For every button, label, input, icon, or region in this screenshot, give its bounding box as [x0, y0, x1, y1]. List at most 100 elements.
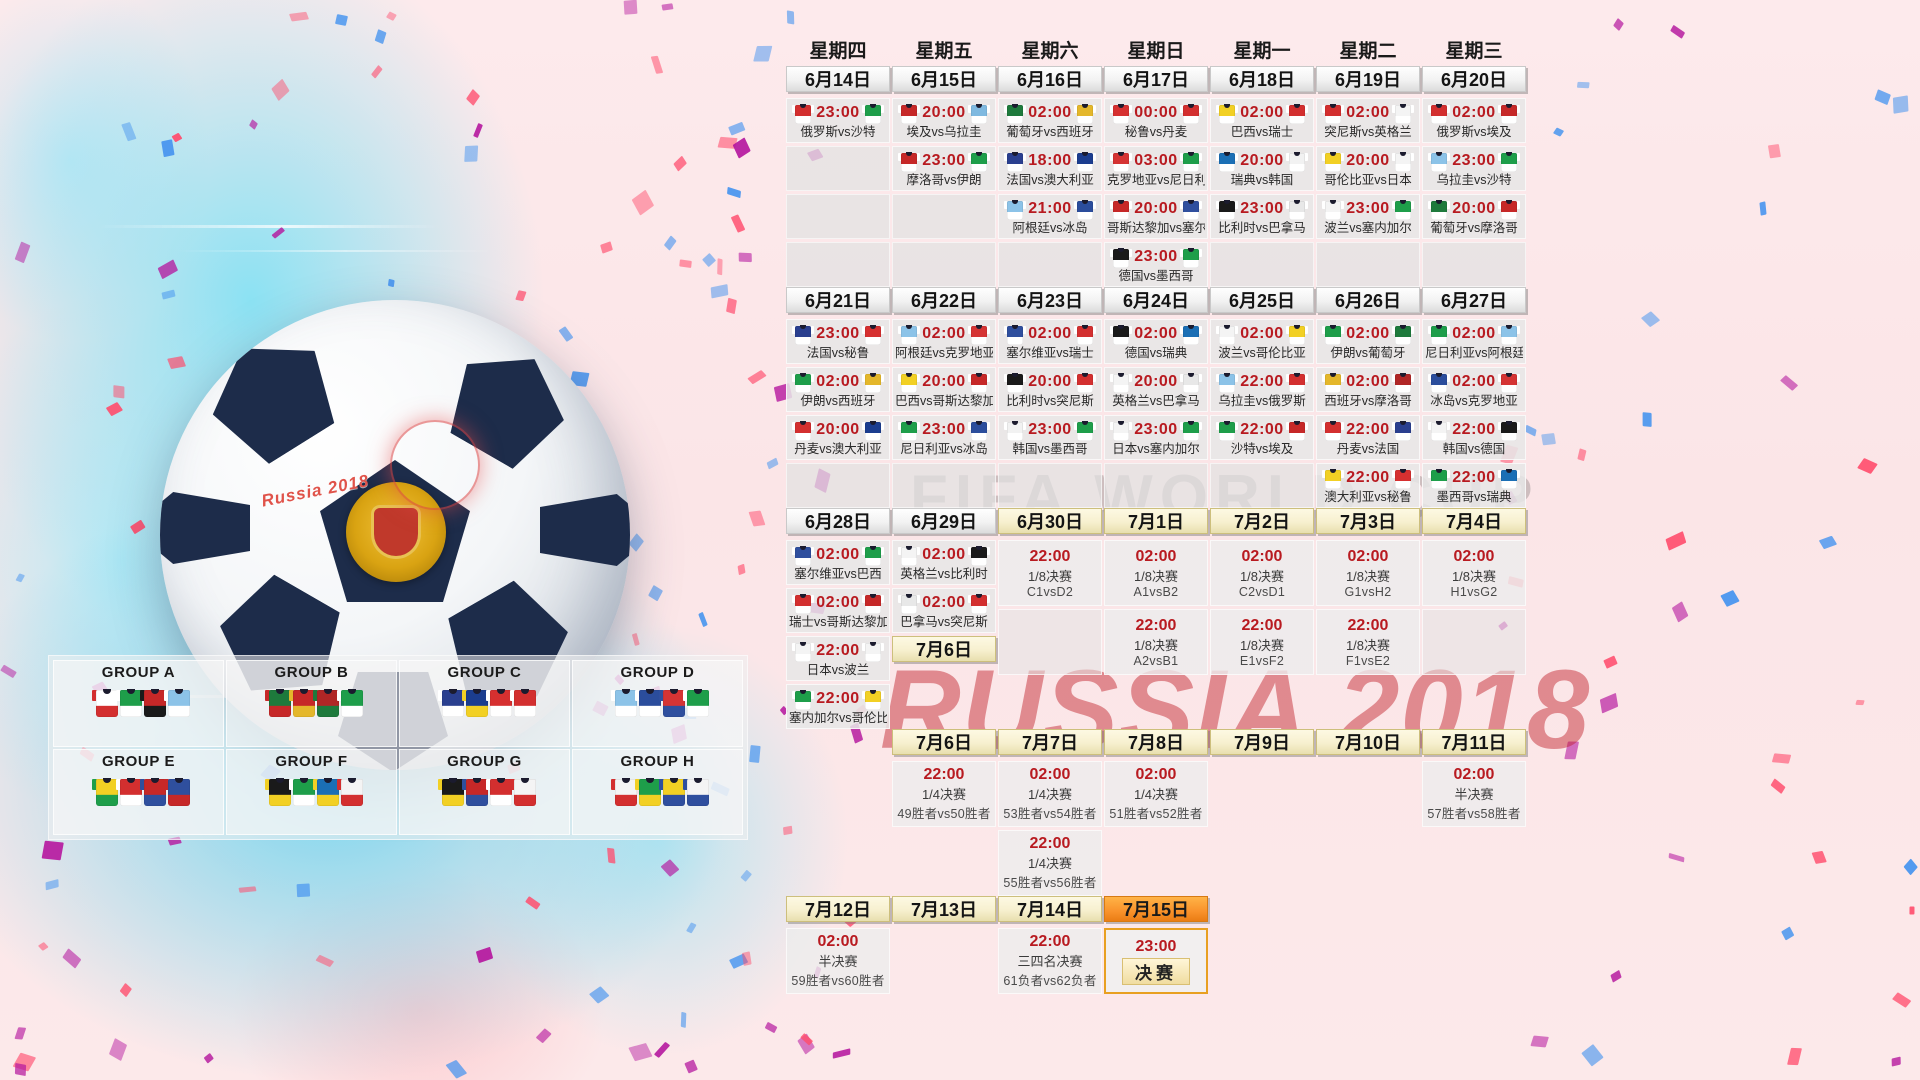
- match-card[interactable]: 23:00 尼日利亚vs冰岛: [892, 415, 996, 460]
- date-header[interactable]: 6月18日: [1210, 66, 1314, 92]
- date-header[interactable]: 7月6日: [892, 636, 996, 662]
- date-header[interactable]: 7月12日: [786, 896, 890, 922]
- group-card-d[interactable]: GROUP D: [572, 660, 743, 747]
- date-header[interactable]: 7月8日: [1104, 729, 1208, 755]
- match-card[interactable]: 23:00 摩洛哥vs伊朗: [892, 146, 996, 191]
- date-header[interactable]: 7月3日: [1316, 508, 1420, 534]
- match-card[interactable]: 23:00 波兰vs塞内加尔: [1316, 194, 1420, 239]
- match-card[interactable]: 02:00 突尼斯vs英格兰: [1316, 98, 1420, 143]
- knockout-match-card[interactable]: 02:00 1/8决赛 C2vsD1: [1210, 540, 1314, 606]
- match-card[interactable]: 21:00 阿根廷vs冰岛: [998, 194, 1102, 239]
- date-header[interactable]: 7月4日: [1422, 508, 1526, 534]
- match-card[interactable]: 02:00 德国vs瑞典: [1104, 319, 1208, 364]
- date-header[interactable]: 7月13日: [892, 896, 996, 922]
- group-card-h[interactable]: GROUP H: [572, 748, 743, 835]
- group-card-c[interactable]: GROUP C: [399, 660, 570, 747]
- date-header[interactable]: 7月7日: [998, 729, 1102, 755]
- date-header[interactable]: 7月10日: [1316, 729, 1420, 755]
- match-card[interactable]: 02:00 俄罗斯vs埃及: [1422, 98, 1526, 143]
- match-card[interactable]: 22:00 日本vs波兰: [786, 636, 890, 681]
- knockout-match-card[interactable]: 02:00 1/8决赛 G1vsH2: [1316, 540, 1420, 606]
- match-card[interactable]: 02:00 巴拿马vs突尼斯: [892, 588, 996, 633]
- date-header[interactable]: 6月17日: [1104, 66, 1208, 92]
- match-card[interactable]: 20:00 瑞典vs韩国: [1210, 146, 1314, 191]
- match-card[interactable]: 02:00 尼日利亚vs阿根廷: [1422, 319, 1526, 364]
- match-card[interactable]: 20:00 丹麦vs澳大利亚: [786, 415, 890, 460]
- match-card[interactable]: 20:00 哥伦比亚vs日本: [1316, 146, 1420, 191]
- match-card[interactable]: 20:00 埃及vs乌拉圭: [892, 98, 996, 143]
- date-header[interactable]: 6月15日: [892, 66, 996, 92]
- knockout-match-card[interactable]: 22:00 三四名决赛 61负者vs62负者: [998, 928, 1102, 994]
- knockout-match-card[interactable]: 02:00 半决赛 57胜者vs58胜者: [1422, 761, 1526, 827]
- date-header[interactable]: 7月14日: [998, 896, 1102, 922]
- date-header[interactable]: 7月1日: [1104, 508, 1208, 534]
- match-card[interactable]: 22:00 丹麦vs法国: [1316, 415, 1420, 460]
- match-card[interactable]: 22:00 乌拉圭vs俄罗斯: [1210, 367, 1314, 412]
- date-header[interactable]: 6月25日: [1210, 287, 1314, 313]
- date-header[interactable]: 6月28日: [786, 508, 890, 534]
- date-header[interactable]: 6月30日: [998, 508, 1102, 534]
- knockout-match-card[interactable]: 22:00 1/8决赛 A2vsB1: [1104, 609, 1208, 675]
- knockout-match-card[interactable]: 22:00 1/8决赛 E1vsF2: [1210, 609, 1314, 675]
- group-card-g[interactable]: GROUP G: [399, 748, 570, 835]
- knockout-match-card[interactable]: 22:00 1/4决赛 49胜者vs50胜者: [892, 761, 996, 827]
- date-header[interactable]: 6月23日: [998, 287, 1102, 313]
- date-header[interactable]: 7月2日: [1210, 508, 1314, 534]
- match-card[interactable]: 20:00 巴西vs哥斯达黎加: [892, 367, 996, 412]
- match-card[interactable]: 02:00 伊朗vs葡萄牙: [1316, 319, 1420, 364]
- knockout-match-card[interactable]: 02:00 1/4决赛 51胜者vs52胜者: [1104, 761, 1208, 827]
- match-card[interactable]: 20:00 哥斯达黎加vs塞尔维亚: [1104, 194, 1208, 239]
- date-header[interactable]: 6月26日: [1316, 287, 1420, 313]
- knockout-match-card[interactable]: 02:00 1/4决赛 53胜者vs54胜者: [998, 761, 1102, 827]
- match-card[interactable]: 23:00 法国vs秘鲁: [786, 319, 890, 364]
- match-card[interactable]: 02:00 瑞士vs哥斯达黎加: [786, 588, 890, 633]
- date-header[interactable]: 6月24日: [1104, 287, 1208, 313]
- group-card-f[interactable]: GROUP F: [226, 748, 397, 835]
- date-header[interactable]: 6月16日: [998, 66, 1102, 92]
- knockout-match-card[interactable]: 22:00 1/4决赛 55胜者vs56胜者: [998, 830, 1102, 896]
- match-card[interactable]: 22:00 墨西哥vs瑞典: [1422, 463, 1526, 508]
- match-card[interactable]: 02:00 冰岛vs克罗地亚: [1422, 367, 1526, 412]
- date-header[interactable]: 6月22日: [892, 287, 996, 313]
- match-card[interactable]: 18:00 法国vs澳大利亚: [998, 146, 1102, 191]
- date-header[interactable]: 7月11日: [1422, 729, 1526, 755]
- match-card[interactable]: 02:00 伊朗vs西班牙: [786, 367, 890, 412]
- match-card[interactable]: 23:00 德国vs墨西哥: [1104, 242, 1208, 287]
- match-card[interactable]: 23:00 韩国vs墨西哥: [998, 415, 1102, 460]
- date-header[interactable]: 6月27日: [1422, 287, 1526, 313]
- group-card-a[interactable]: GROUP A: [53, 660, 224, 747]
- group-card-b[interactable]: GROUP B: [226, 660, 397, 747]
- match-card[interactable]: 23:00 日本vs塞内加尔: [1104, 415, 1208, 460]
- date-header[interactable]: 6月29日: [892, 508, 996, 534]
- date-header[interactable]: 7月15日: [1104, 896, 1208, 922]
- match-card[interactable]: 00:00 秘鲁vs丹麦: [1104, 98, 1208, 143]
- match-card[interactable]: 20:00 比利时vs突尼斯: [998, 367, 1102, 412]
- date-header[interactable]: 6月19日: [1316, 66, 1420, 92]
- group-card-e[interactable]: GROUP E: [53, 748, 224, 835]
- match-card[interactable]: 02:00 波兰vs哥伦比亚: [1210, 319, 1314, 364]
- knockout-match-card[interactable]: 02:00 1/8决赛 H1vsG2: [1422, 540, 1526, 606]
- match-card[interactable]: 02:00 塞尔维亚vs瑞士: [998, 319, 1102, 364]
- match-card[interactable]: 02:00 塞尔维亚vs巴西: [786, 540, 890, 585]
- knockout-match-card[interactable]: 02:00 半决赛 59胜者vs60胜者: [786, 928, 890, 994]
- date-header[interactable]: 6月21日: [786, 287, 890, 313]
- match-card[interactable]: 02:00 葡萄牙vs西班牙: [998, 98, 1102, 143]
- match-card[interactable]: 22:00 澳大利亚vs秘鲁: [1316, 463, 1420, 508]
- match-card[interactable]: 22:00 沙特vs埃及: [1210, 415, 1314, 460]
- match-card[interactable]: 22:00 塞内加尔vs哥伦比亚: [786, 684, 890, 729]
- match-card[interactable]: 02:00 西班牙vs摩洛哥: [1316, 367, 1420, 412]
- final-match-card[interactable]: 23:00 决赛: [1104, 928, 1208, 994]
- match-card[interactable]: 03:00 克罗地亚vs尼日利亚: [1104, 146, 1208, 191]
- date-header[interactable]: 6月14日: [786, 66, 890, 92]
- match-card[interactable]: 02:00 阿根廷vs克罗地亚: [892, 319, 996, 364]
- match-card[interactable]: 02:00 英格兰vs比利时: [892, 540, 996, 585]
- match-card[interactable]: 23:00 俄罗斯vs沙特: [786, 98, 890, 143]
- match-card[interactable]: 23:00 比利时vs巴拿马: [1210, 194, 1314, 239]
- knockout-match-card[interactable]: 02:00 1/8决赛 A1vsB2: [1104, 540, 1208, 606]
- knockout-match-card[interactable]: 22:00 1/8决赛 C1vsD2: [998, 540, 1102, 606]
- match-card[interactable]: 02:00 巴西vs瑞士: [1210, 98, 1314, 143]
- knockout-match-card[interactable]: 22:00 1/8决赛 F1vsE2: [1316, 609, 1420, 675]
- match-card[interactable]: 23:00 乌拉圭vs沙特: [1422, 146, 1526, 191]
- date-header[interactable]: 7月9日: [1210, 729, 1314, 755]
- date-header[interactable]: 7月6日: [892, 729, 996, 755]
